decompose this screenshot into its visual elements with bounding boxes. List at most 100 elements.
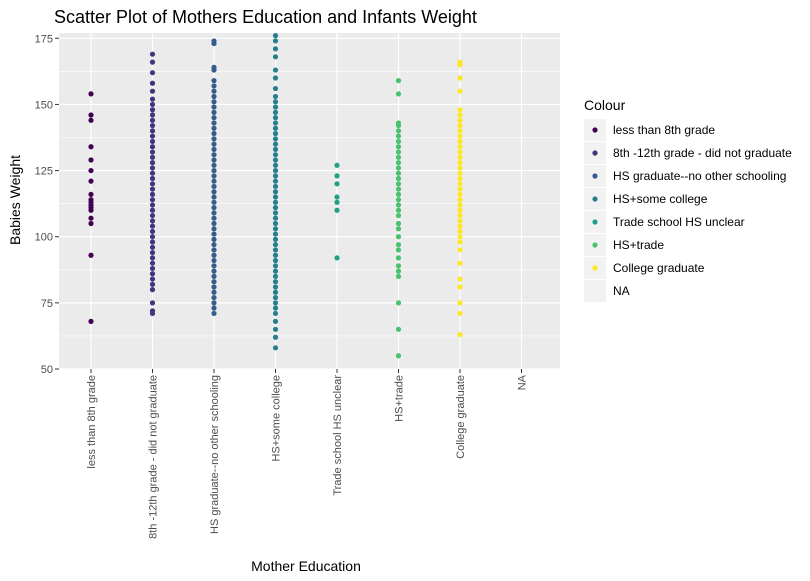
legend-marker (592, 219, 598, 225)
data-point (272, 334, 279, 340)
data-point (457, 239, 463, 245)
legend-label: HS+some college (613, 192, 708, 206)
data-point (211, 300, 217, 306)
data-point (272, 345, 279, 351)
data-point (211, 167, 217, 174)
data-point (211, 226, 217, 232)
data-point (149, 133, 156, 139)
data-point (457, 128, 463, 134)
x-tick-label: Trade school HS unclear (332, 375, 344, 496)
data-point (395, 242, 402, 248)
data-point (211, 64, 217, 70)
data-point (272, 75, 279, 81)
chart-title: Scatter Plot of Mothers Education and In… (54, 7, 477, 27)
data-point (149, 170, 156, 176)
data-point (457, 75, 463, 81)
data-point (211, 194, 217, 200)
data-point (211, 162, 217, 168)
data-point (272, 85, 279, 92)
data-point (272, 247, 279, 253)
data-point (211, 236, 217, 242)
data-point (272, 146, 279, 153)
data-point (211, 189, 217, 195)
data-point (272, 236, 279, 242)
y-tick-label: 100 (35, 232, 53, 244)
legend-label: 8th -12th grade - did not graduate (613, 146, 792, 160)
data-point (211, 115, 217, 121)
data-point (395, 149, 402, 155)
data-point (457, 112, 463, 118)
legend-label: HS+trade (613, 238, 664, 252)
data-point (272, 268, 279, 274)
y-tick-label: 150 (35, 99, 53, 111)
data-point (211, 305, 217, 311)
y-tick-label: 75 (41, 298, 53, 310)
data-point (88, 191, 94, 197)
data-point (272, 205, 279, 211)
data-point (272, 273, 279, 280)
data-point (149, 308, 156, 314)
data-point (395, 128, 402, 134)
data-point (272, 310, 279, 317)
data-point (457, 175, 463, 182)
data-point (88, 220, 94, 227)
data-point (457, 234, 463, 240)
data-point (149, 249, 156, 256)
data-point (272, 263, 279, 269)
data-point (211, 125, 217, 131)
x-axis: less than 8th grade 8th -12th grade - did… (86, 369, 529, 539)
data-point (395, 165, 402, 171)
data-point (88, 91, 94, 97)
data-point (149, 70, 156, 76)
data-point (457, 228, 463, 235)
data-point (395, 191, 402, 197)
data-point (395, 138, 402, 145)
series-points (211, 38, 217, 317)
data-point (149, 300, 156, 306)
data-point (272, 183, 279, 190)
data-point (395, 91, 402, 97)
data-point (395, 353, 402, 359)
y-tick-label: 125 (35, 166, 53, 178)
data-point (272, 109, 279, 115)
data-point (457, 186, 463, 192)
data-point (149, 287, 156, 293)
data-point (395, 78, 402, 84)
data-point (149, 154, 156, 160)
data-point (149, 117, 156, 123)
data-point (334, 173, 340, 179)
data-point (211, 210, 217, 216)
legend-label: HS graduate--no other schooling (613, 169, 786, 183)
data-point (272, 318, 279, 324)
data-point (272, 162, 279, 168)
data-point (88, 112, 94, 118)
data-point (211, 220, 217, 227)
data-point (272, 289, 279, 295)
data-point (272, 141, 279, 147)
data-point (334, 181, 340, 187)
data-point (457, 133, 463, 139)
data-point (457, 300, 463, 306)
data-point (272, 326, 279, 332)
data-point (272, 215, 279, 221)
data-point (211, 104, 217, 110)
data-point (211, 268, 217, 274)
data-point (457, 181, 463, 187)
data-point (395, 273, 402, 280)
data-point (395, 300, 402, 306)
data-point (334, 194, 340, 200)
legend-marker (592, 196, 598, 202)
data-point (272, 120, 279, 126)
data-point (272, 257, 279, 264)
data-point (272, 99, 279, 105)
data-point (211, 93, 217, 100)
y-tick-label: 50 (41, 364, 53, 376)
data-point (395, 234, 402, 240)
data-point (457, 197, 463, 203)
data-point (457, 154, 463, 160)
series-points (272, 33, 279, 351)
data-point (395, 160, 402, 166)
data-point (272, 194, 279, 200)
data-point (272, 115, 279, 121)
data-point (272, 67, 279, 73)
